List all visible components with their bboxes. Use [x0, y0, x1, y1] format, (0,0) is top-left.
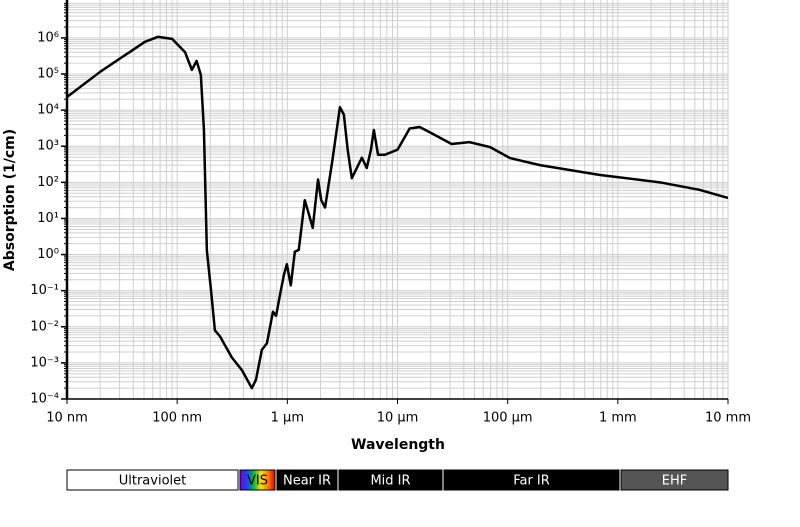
band-label: Near IR — [283, 474, 331, 489]
band — [443, 469, 620, 491]
band-label: VIS — [247, 474, 268, 489]
x-tick-label: 1 mm — [599, 411, 637, 426]
band-label: Ultraviolet — [119, 474, 187, 489]
x-tick-label: 100 nm — [152, 411, 202, 426]
band — [66, 469, 239, 491]
band — [620, 469, 729, 491]
x-tick-label: 1 μm — [271, 411, 304, 426]
y-tick-label: 10⁻³ — [30, 355, 59, 370]
x-tick-label: 10 μm — [377, 411, 419, 426]
band-label: Mid IR — [370, 474, 410, 489]
x-tick-label: 10 mm — [705, 411, 751, 426]
y-tick-label: 10² — [37, 175, 59, 190]
y-tick-label: 10³ — [37, 139, 59, 154]
y-tick-label: 10⁶ — [37, 30, 59, 45]
band-label: EHF — [662, 474, 687, 489]
band — [276, 469, 338, 491]
y-tick-label: 10⁻² — [30, 319, 59, 334]
x-tick-label: 100 μm — [483, 411, 533, 426]
band — [338, 469, 443, 491]
x-axis-label: Wavelength — [351, 437, 445, 453]
y-tick-label: 10⁻⁴ — [30, 392, 59, 407]
band — [239, 469, 276, 491]
y-tick-label: 10⁻¹ — [30, 283, 59, 298]
band-label: Far IR — [513, 474, 550, 489]
y-tick-label: 10⁴ — [37, 103, 59, 118]
data-line — [66, 35, 729, 390]
y-tick-label: 10⁵ — [37, 66, 59, 81]
x-tick-label: 10 nm — [46, 411, 88, 426]
y-tick-label: 10¹ — [37, 211, 59, 226]
y-tick-label: 10⁰ — [37, 247, 59, 262]
y-axis-label: Absorption (1/cm) — [2, 129, 18, 271]
